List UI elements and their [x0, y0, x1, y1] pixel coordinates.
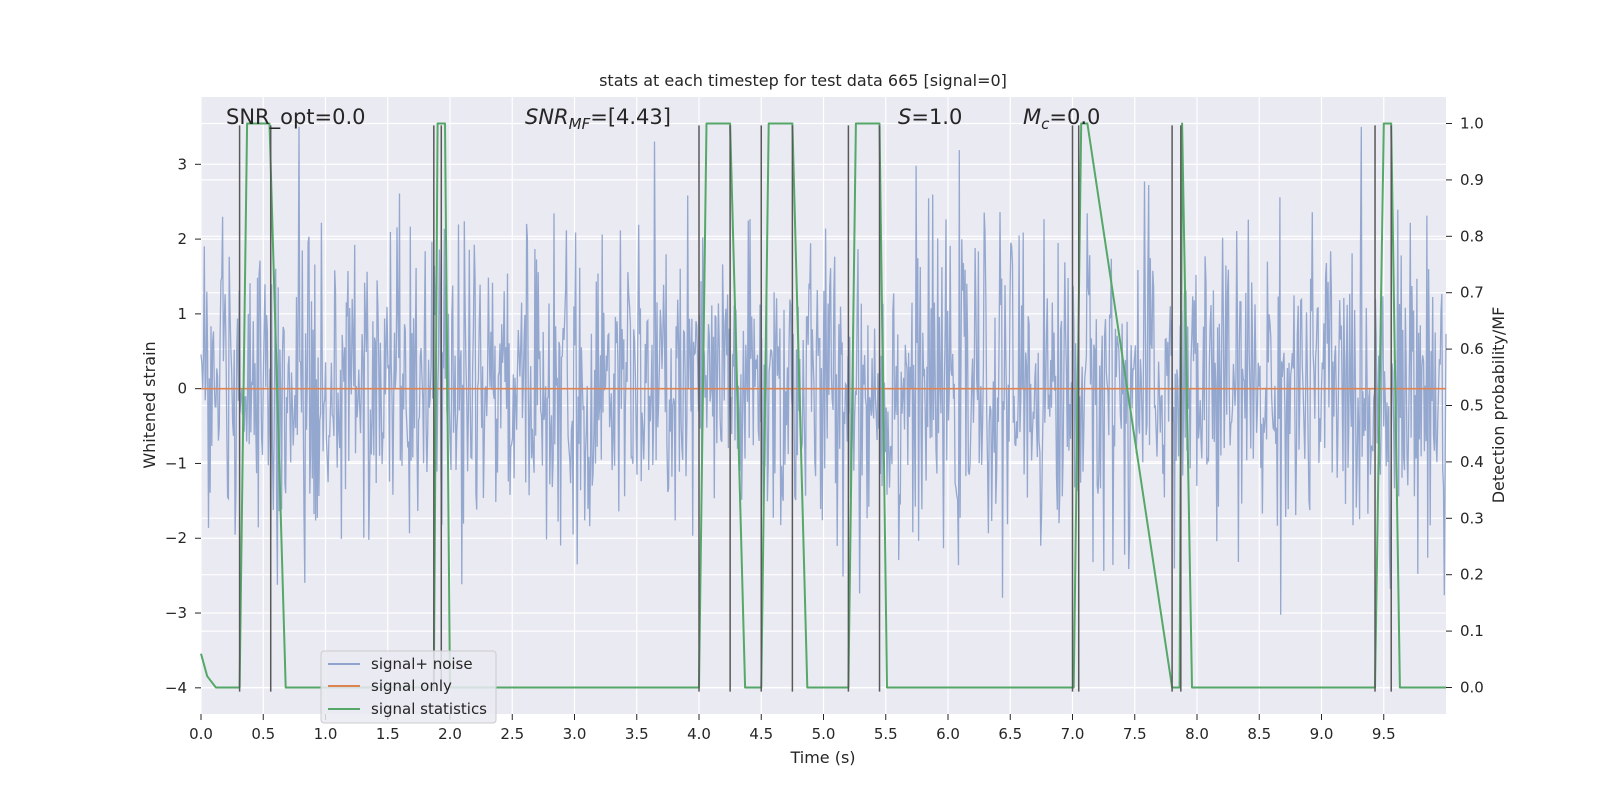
legend: signal+ noise signal only signal statist… [320, 650, 497, 724]
y-tick-label-5: −2 [165, 529, 187, 547]
legend-entry-noise: signal+ noise [371, 655, 473, 673]
x-axis-ticks: 0.0 0.5 1.0 1.5 2.0 2.5 3.0 3.5 4.0 4.5 5.0 5.5 6.0 6… [189, 714, 1396, 743]
y-tick-label-0: 3 [177, 155, 187, 173]
y2-axis-label: Detection probability/MF [1489, 307, 1508, 504]
legend-entry-signal: signal only [371, 677, 452, 695]
x-tick-label-12: 6.0 [936, 725, 960, 743]
x-tick-label-10: 5.0 [812, 725, 836, 743]
y2-tick-label-7: 0.3 [1460, 509, 1484, 527]
legend-entry-stats: signal statistics [371, 700, 487, 718]
y-axis-ticks: 3 2 1 0 −1 −2 −3 −4 [165, 155, 201, 697]
marker-lines [238, 125, 1392, 692]
x-tick-label-5: 2.5 [500, 725, 524, 743]
x-tick-label-3: 1.5 [376, 725, 400, 743]
y-tick-label-3: 0 [177, 380, 187, 398]
y2-axis-ticks: 1.0 0.9 0.8 0.7 0.6 0.5 0.4 0.3 0.2 0.1 0.0 [1446, 115, 1484, 696]
series-group [200, 122, 1447, 689]
annotation-s: S=1.0 [898, 105, 962, 129]
y-tick-label-7: −4 [165, 679, 187, 697]
x-tick-label-13: 6.5 [998, 725, 1022, 743]
y-tick-label-4: −1 [165, 454, 187, 472]
annotation-mc: Mc=0.0 [1023, 105, 1100, 133]
y2-tick-label-1: 0.9 [1460, 171, 1484, 189]
y2-tick-label-6: 0.4 [1460, 453, 1484, 471]
y-tick-label-2: 1 [177, 305, 187, 323]
y2-tick-label-9: 0.1 [1460, 622, 1484, 640]
x-tick-label-4: 2.0 [438, 725, 462, 743]
x-axis-label: Time (s) [789, 748, 855, 767]
legend-box [320, 650, 497, 724]
x-tick-label-6: 3.0 [563, 725, 587, 743]
series-signal-statistics [200, 122, 1446, 689]
x-tick-label-17: 8.5 [1247, 725, 1271, 743]
y-tick-label-1: 2 [177, 230, 187, 248]
x-tick-label-15: 7.5 [1123, 725, 1147, 743]
y2-tick-label-10: 0.0 [1460, 678, 1484, 696]
y2-tick-label-4: 0.6 [1460, 340, 1484, 358]
y2-tick-label-3: 0.7 [1460, 284, 1484, 302]
y2-tick-label-5: 0.5 [1460, 397, 1484, 415]
annotation-snr-mf: SNRMF=[4.43] [525, 105, 671, 133]
y-tick-label-6: −3 [165, 604, 187, 622]
x-tick-label-11: 5.5 [874, 725, 898, 743]
x-tick-label-16: 8.0 [1185, 725, 1209, 743]
x-tick-label-9: 4.5 [749, 725, 773, 743]
x-tick-label-14: 7.0 [1061, 725, 1085, 743]
x-tick-label-18: 9.0 [1310, 725, 1334, 743]
x-tick-label-19: 9.5 [1372, 725, 1396, 743]
x-tick-label-2: 1.0 [314, 725, 338, 743]
x-tick-label-8: 4.0 [687, 725, 711, 743]
y-axis-label: Whitened strain [140, 341, 159, 468]
y2-tick-label-8: 0.2 [1460, 566, 1484, 584]
chart-title: stats at each timestep for test data 665… [599, 71, 1007, 90]
y2-tick-label-0: 1.0 [1460, 115, 1484, 133]
x-tick-label-7: 3.5 [625, 725, 649, 743]
x-tick-label-0: 0.0 [189, 725, 213, 743]
y2-tick-label-2: 0.8 [1460, 227, 1484, 245]
annotation-snr-opt: SNR_opt=0.0 [226, 105, 366, 130]
series-signal-noise [200, 126, 1447, 615]
x-tick-label-1: 0.5 [251, 725, 275, 743]
